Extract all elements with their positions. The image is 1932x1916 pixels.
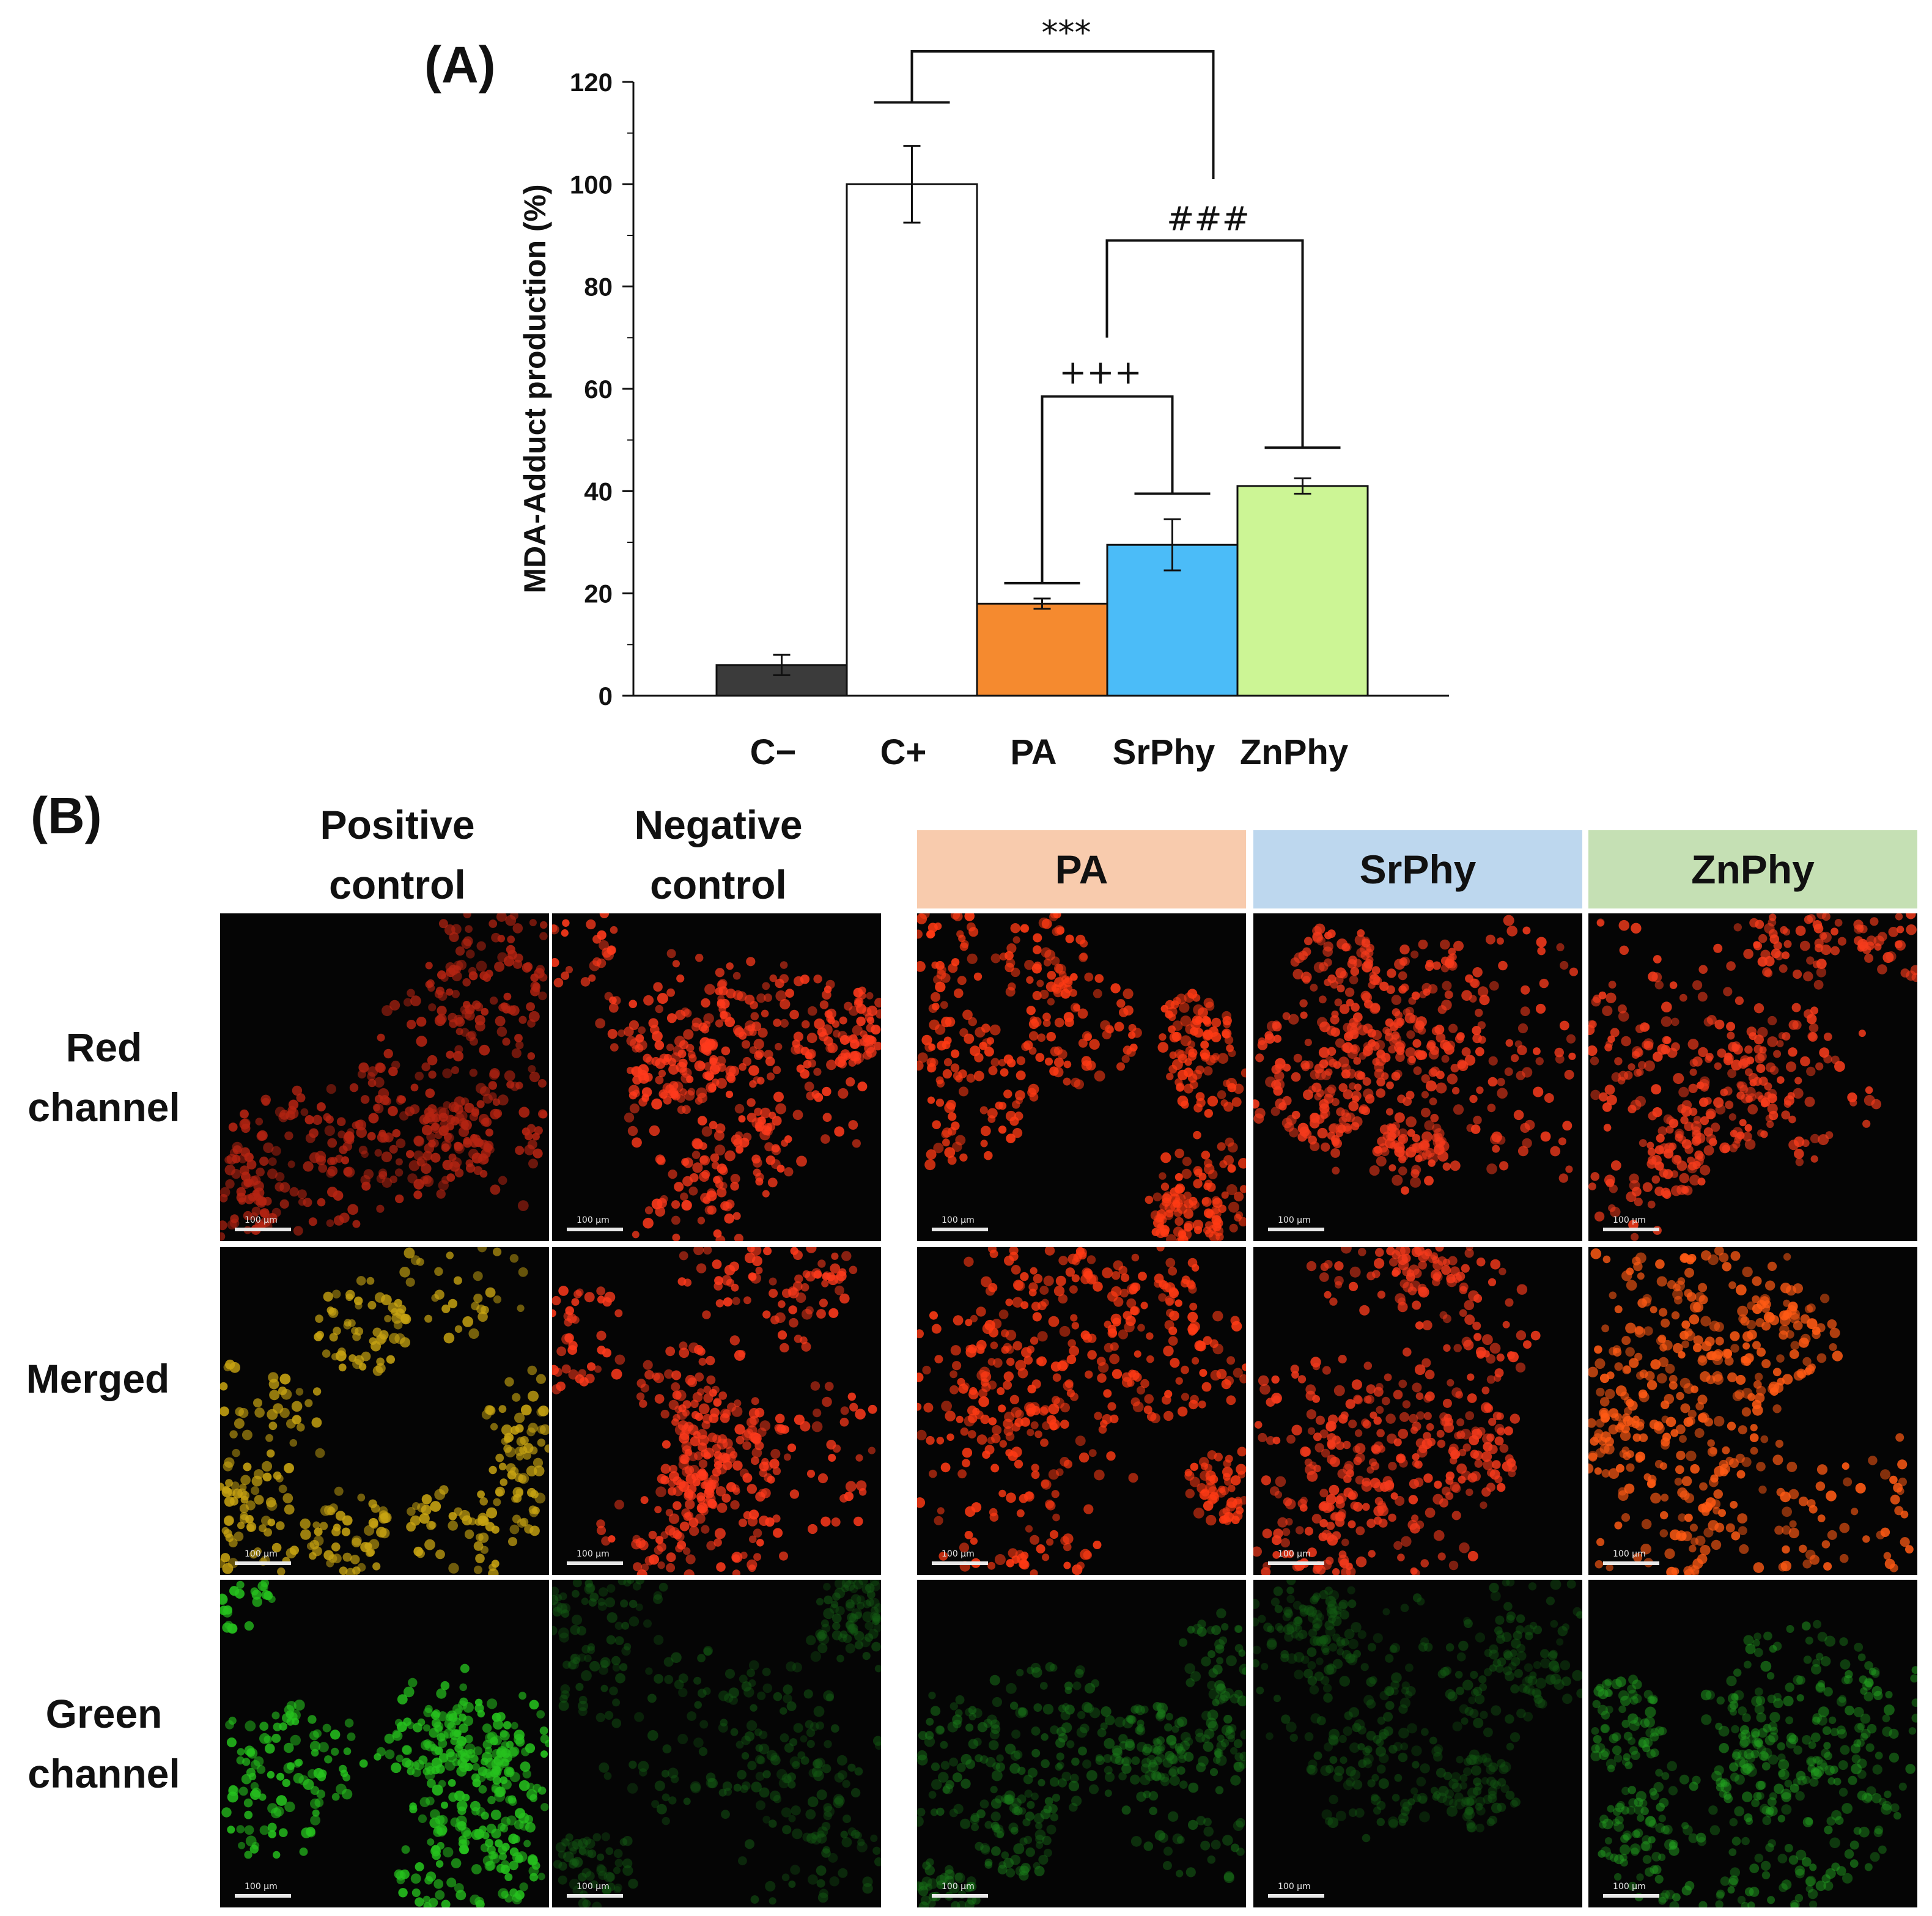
micrograph-merged-pa: 100 μm <box>917 1247 1246 1575</box>
significance-bracket-2 <box>1041 395 1174 583</box>
cell-cluster-image <box>1588 1247 1914 1575</box>
mda-adduct-bar-chart: 0 20 40 60 80 100 120 MDA-Adduct production (%)… <box>518 13 1449 772</box>
panel-a: (A) 0 20 40 60 80 100 120 MDA-Adduct production… <box>0 0 1932 783</box>
cell-cluster-image <box>917 1608 1246 1907</box>
y-tick-label: 60 <box>584 375 613 403</box>
scale-bar <box>567 1894 623 1898</box>
scale-bar-label: 100 μm <box>245 1215 278 1225</box>
panel-a-label: (A) <box>424 36 496 94</box>
scale-bar-label: 100 μm <box>1278 1215 1311 1225</box>
scale-bar-label: 100 μm <box>1613 1215 1646 1225</box>
y-tick-label: 80 <box>584 273 613 301</box>
cell-cluster-image <box>1253 1580 1582 1843</box>
cell-cluster-image <box>1590 1619 1917 1907</box>
micrograph-merged-srphy: 100 μm <box>1253 1247 1582 1575</box>
micrograph-green-channel-znphy: 100 μm <box>1588 1580 1917 1907</box>
scale-bar <box>235 1228 291 1231</box>
x-tick-label: SrPhy <box>1113 732 1215 772</box>
y-tick-label: 120 <box>570 68 613 97</box>
scale-bar-label: 100 μm <box>1613 1882 1646 1892</box>
cell-cluster-image <box>220 1247 549 1575</box>
x-tick-label: C+ <box>880 732 927 772</box>
y-axis-label: MDA-Adduct production (%) <box>518 184 552 593</box>
micrograph-merged-negative-control: 100 μm <box>552 1247 881 1575</box>
x-tick-label: C− <box>750 732 797 772</box>
cell-cluster-image <box>1253 1247 1541 1575</box>
col-head-negative-control: Negative control <box>634 802 803 907</box>
x-tick-label: PA <box>1010 732 1056 772</box>
row-label-green-channel: Green channel <box>28 1691 180 1796</box>
scale-bar <box>235 1561 291 1565</box>
micrograph-green-channel-negative-control: 100 μm <box>552 1580 881 1907</box>
micrograph-merged-positive-control: 100 μm <box>220 1247 549 1575</box>
scale-bar <box>1603 1228 1659 1231</box>
bar-2 <box>976 602 1108 697</box>
scale-bar-label: 100 μm <box>577 1882 610 1892</box>
scale-bar <box>1268 1228 1324 1231</box>
scale-bar <box>567 1228 623 1231</box>
scale-bar-label: 100 μm <box>1278 1549 1311 1559</box>
row-label-merged: Merged <box>26 1356 170 1401</box>
cell-cluster-image <box>917 913 1246 1241</box>
cell-cluster-image <box>552 1247 877 1575</box>
bar-1 <box>846 183 978 697</box>
cell-cluster-image <box>917 1247 1246 1575</box>
cell-cluster-image <box>1588 913 1917 1241</box>
micrograph-green-channel-positive-control: 100 μm <box>220 1580 549 1907</box>
significance-label-2: +++ <box>1059 353 1142 392</box>
scale-bar <box>932 1894 988 1898</box>
micrograph-red-channel-srphy: 100 μm <box>1253 913 1582 1241</box>
y-tick-label: 0 <box>599 682 613 710</box>
micrograph-green-channel-srphy: 100 μm <box>1253 1580 1582 1907</box>
panel-b-label: (B) <box>31 787 102 844</box>
micrograph-red-channel-negative-control: 100 μm <box>552 913 881 1241</box>
scale-bar <box>1268 1561 1324 1565</box>
scale-bar <box>932 1561 988 1565</box>
bar-4 <box>1236 485 1369 697</box>
scale-bar <box>567 1561 623 1565</box>
micrograph-red-channel-pa: 100 μm <box>917 913 1246 1241</box>
significance-label-0: *** <box>1042 13 1091 52</box>
micrograph-red-channel-positive-control: 100 μm <box>220 913 549 1241</box>
scale-bar-label: 100 μm <box>577 1215 610 1225</box>
col-head-znphy: ZnPhy <box>1588 830 1917 908</box>
cell-cluster-image <box>220 913 548 1241</box>
scale-bar-label: 100 μm <box>942 1882 975 1892</box>
scale-bar <box>932 1228 988 1231</box>
row-label-red-channel: Red channel <box>28 1025 180 1130</box>
scale-bar-label: 100 μm <box>942 1215 975 1225</box>
significance-label-1: ### <box>1167 200 1250 238</box>
col-head-positive-control: Positive control <box>320 802 475 907</box>
y-tick-label: 100 <box>570 170 613 199</box>
scale-bar-label: 100 μm <box>245 1549 278 1559</box>
cell-cluster-image <box>552 1580 881 1907</box>
scale-bar-label: 100 μm <box>1278 1882 1311 1892</box>
scale-bar-label: 100 μm <box>942 1549 975 1559</box>
col-head-pa: PA <box>917 830 1246 908</box>
scale-bar-label: 100 μm <box>1613 1549 1646 1559</box>
micrograph-green-channel-pa: 100 μm <box>917 1580 1246 1907</box>
cell-cluster-image <box>552 913 881 1241</box>
cell-cluster-image <box>1253 915 1578 1195</box>
col-head-srphy: SrPhy <box>1253 830 1582 908</box>
scale-bar-label: 100 μm <box>577 1549 610 1559</box>
y-tick-label: 40 <box>584 477 613 506</box>
x-tick-label: ZnPhy <box>1240 732 1348 772</box>
micrograph-red-channel-znphy: 100 μm <box>1588 913 1917 1241</box>
scale-bar <box>1268 1894 1324 1898</box>
scale-bar <box>1603 1561 1659 1565</box>
y-tick-label: 20 <box>584 580 613 608</box>
significance-bracket-0 <box>910 50 1215 179</box>
scale-bar <box>235 1894 291 1898</box>
significance-bracket-1 <box>1105 239 1304 448</box>
micrograph-merged-znphy: 100 μm <box>1588 1247 1917 1575</box>
scale-bar-label: 100 μm <box>245 1882 278 1892</box>
cell-cluster-image <box>220 1580 549 1907</box>
scale-bar <box>1603 1894 1659 1898</box>
